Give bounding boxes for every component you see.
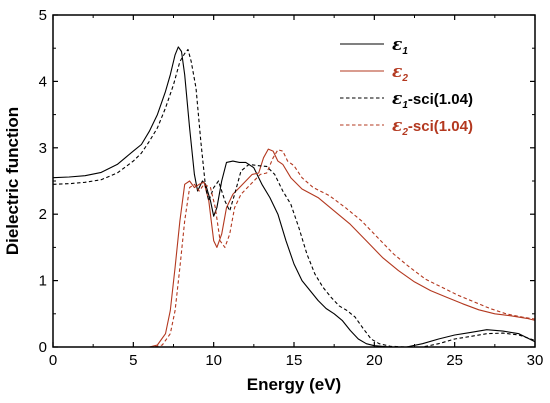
- y-tick-label: 2: [39, 206, 47, 223]
- x-tick-label: 0: [49, 352, 57, 369]
- x-tick-label: 25: [446, 352, 463, 369]
- y-tick-label: 4: [39, 73, 47, 90]
- legend-label-3: ε1-sci(1.04): [392, 89, 473, 111]
- series-line-4: [53, 149, 535, 347]
- x-tick-label: 5: [129, 352, 137, 369]
- series-line-2: [53, 148, 535, 347]
- y-axis-title: Dielectric function: [3, 107, 22, 255]
- y-tick-label: 1: [39, 273, 47, 290]
- y-tick-label: 5: [39, 7, 47, 24]
- y-tick-label: 3: [39, 140, 47, 157]
- legend-label-2: ε2: [392, 62, 408, 84]
- x-axis-title: Energy (eV): [247, 375, 341, 394]
- tick-layer: 0 5 10 15 20 25 30 0 1 2 3 4 5: [39, 7, 544, 369]
- series-line-3: [53, 48, 535, 347]
- series-line-1: [53, 46, 535, 347]
- x-tick-label: 30: [527, 352, 544, 369]
- y-tick-label: 0: [39, 339, 47, 356]
- series-layer: [53, 46, 535, 347]
- legend: ε1 ε2 ε1-sci(1.04) ε2-sci(1.04): [340, 35, 473, 138]
- legend-label-1: ε1: [392, 35, 408, 57]
- x-tick-label: 10: [205, 352, 222, 369]
- x-tick-label: 20: [366, 352, 383, 369]
- legend-label-4: ε2-sci(1.04): [392, 116, 473, 138]
- x-tick-label: 15: [286, 352, 303, 369]
